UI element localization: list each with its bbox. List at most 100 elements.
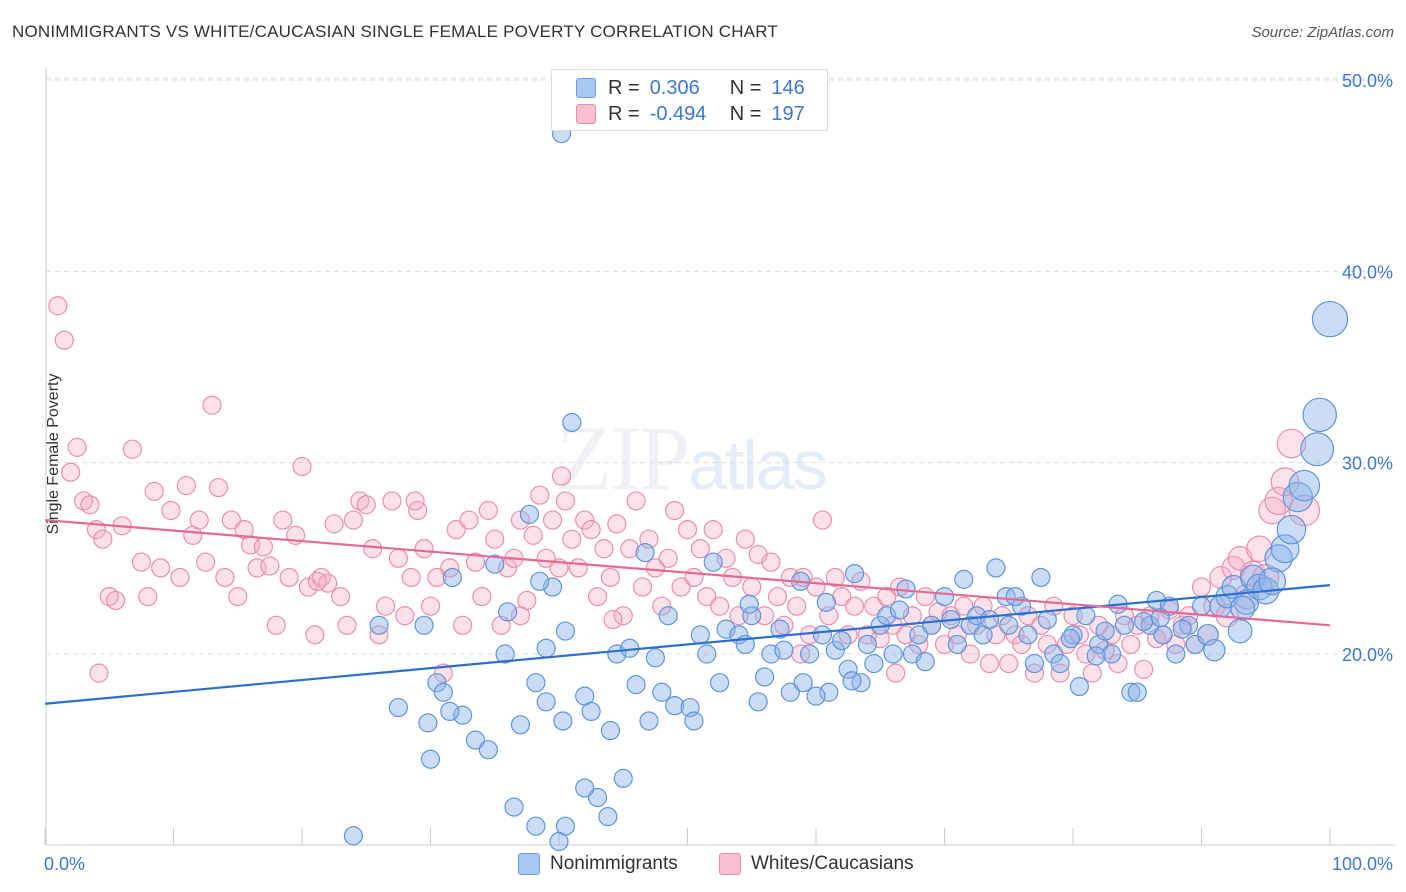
bottom-legend-nonimmigrants: Nonimmigrants: [518, 852, 678, 876]
whites-caucasians-point: [472, 586, 492, 607]
nonimmigrants-point: [947, 634, 967, 655]
whites-caucasians-point: [954, 596, 974, 616]
nonimmigrants-point: [652, 682, 672, 702]
whites-caucasians-point: [510, 606, 531, 626]
nonimmigrants-point: [418, 713, 438, 733]
whites-caucasians-point: [1037, 634, 1057, 655]
whites-caucasians-point: [690, 539, 710, 559]
legend-r-value: -0.494: [649, 102, 707, 125]
whites-caucasians-point: [960, 644, 980, 664]
nonimmigrants-point: [1101, 644, 1122, 664]
nonimmigrants-point: [979, 609, 1000, 630]
whites-caucasians-point: [568, 558, 588, 578]
whites-caucasians-point: [581, 520, 601, 540]
nonimmigrants-point: [1258, 567, 1287, 596]
watermark: ZIPatlas: [556, 405, 828, 511]
nonimmigrants-point: [536, 692, 556, 712]
nonimmigrants-point: [915, 652, 935, 672]
nonimmigrants-point: [420, 749, 441, 769]
whites-caucasians-point: [523, 525, 543, 545]
y-tick-label: 50.0%: [1342, 71, 1393, 91]
whites-caucasians-trend-line: [44, 518, 1331, 627]
whites-caucasians-point: [151, 558, 171, 578]
whites-caucasians-point: [886, 663, 906, 683]
nonimmigrants-point: [742, 606, 762, 626]
whites-caucasians-point: [787, 596, 807, 616]
nonimmigrants-point: [1191, 596, 1212, 616]
nonimmigrants-point: [909, 625, 929, 645]
whites-caucasians-point: [305, 625, 325, 645]
nonimmigrants-point: [433, 682, 453, 702]
whites-caucasians-point: [196, 552, 216, 572]
whites-caucasians-point: [703, 520, 723, 540]
whites-caucasians-point: [979, 653, 1000, 674]
x-tick-label: 100.0%: [1332, 854, 1393, 874]
whites-caucasians-point: [767, 586, 788, 607]
whites-caucasians-point: [632, 577, 653, 597]
nonimmigrants-point: [986, 558, 1006, 578]
legend-swatch-nonimmigrants: [576, 78, 596, 98]
whites-caucasians-point: [710, 596, 730, 616]
whites-caucasians-point: [774, 615, 794, 635]
whites-caucasians-point: [89, 663, 109, 683]
nonimmigrants-point: [739, 594, 759, 614]
nonimmigrants-point: [1121, 682, 1141, 702]
whites-caucasians-point: [562, 529, 582, 549]
whites-caucasians-point: [459, 510, 479, 530]
nonimmigrants-point: [770, 619, 790, 639]
whites-caucasians-point: [999, 653, 1019, 674]
whites-caucasians-point: [273, 510, 293, 530]
nonimmigrants-point: [889, 600, 910, 620]
x-tick-label: 0.0%: [44, 854, 85, 874]
nonimmigrants-point: [1288, 469, 1321, 502]
whites-caucasians-point: [144, 481, 164, 501]
axes: [44, 68, 1395, 846]
whites-caucasians-point: [433, 663, 453, 683]
whites-caucasians-point: [575, 510, 595, 530]
whites-caucasians-point: [1121, 634, 1141, 655]
whites-caucasians-point: [1082, 663, 1102, 683]
whites-caucasians-point: [420, 596, 441, 616]
nonimmigrants-point: [600, 720, 621, 741]
nonimmigrants-point: [922, 615, 942, 635]
whites-caucasians-point: [161, 500, 181, 521]
whites-caucasians-point: [603, 609, 623, 630]
nonimmigrants-point: [1011, 596, 1032, 616]
nonimmigrants-point: [954, 569, 974, 589]
nonimmigrants-point: [645, 648, 665, 668]
nonimmigrants-point: [999, 615, 1019, 635]
whites-caucasians-point: [658, 548, 678, 568]
whites-caucasians-point: [877, 586, 897, 607]
source-label: Source: ZipAtlas.com: [1251, 24, 1394, 41]
nonimmigrants-point: [1069, 676, 1090, 697]
nonimmigrants-point: [440, 701, 460, 722]
whites-caucasians-point: [343, 510, 363, 530]
nonimmigrants-point: [832, 631, 852, 651]
whites-caucasians-point: [665, 500, 685, 521]
whites-caucasians-point: [337, 615, 357, 635]
whites-caucasians-point: [536, 548, 556, 568]
whites-caucasians-point: [388, 548, 408, 568]
nonimmigrants-point: [498, 602, 518, 622]
whites-caucasians-point: [677, 520, 698, 540]
whites-caucasians-point: [131, 552, 151, 572]
whites-caucasians-point: [356, 495, 376, 515]
whites-caucasians-point: [106, 590, 126, 611]
whites-caucasians-point: [54, 330, 74, 350]
nonimmigrants-point: [1270, 534, 1300, 564]
nonimmigrants-point: [581, 701, 601, 722]
nonimmigrants-point: [1172, 619, 1192, 639]
nonimmigrants-point: [369, 615, 389, 635]
whites-caucasians-point: [825, 567, 845, 588]
whites-caucasians-point: [485, 529, 505, 549]
nonimmigrants-point: [799, 644, 820, 664]
nonimmigrants-point: [510, 715, 531, 735]
whites-caucasians-point: [652, 596, 672, 616]
whites-caucasians-point: [735, 529, 755, 549]
whites-caucasians-point: [684, 567, 704, 588]
nonimmigrants-point: [1018, 625, 1038, 645]
nonimmigrants-point: [819, 682, 839, 702]
whites-caucasians-point: [453, 615, 473, 635]
watermark-atlas: atlas: [688, 426, 828, 504]
nonimmigrants-point: [1134, 611, 1154, 632]
